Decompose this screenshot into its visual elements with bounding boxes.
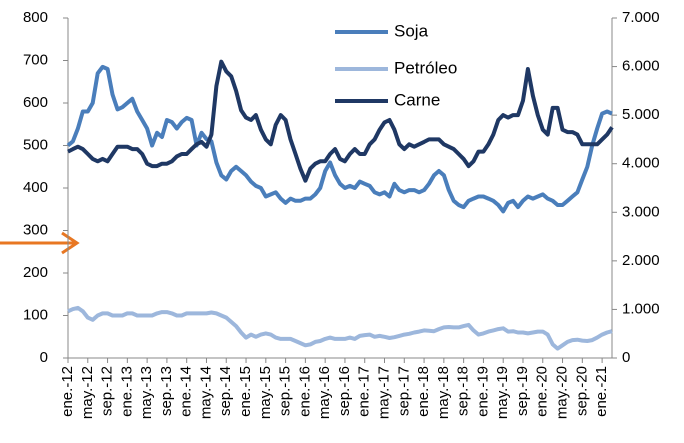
y2-tick-label: 2.000 (622, 252, 660, 269)
x-tick-label: ene.-12 (59, 366, 76, 417)
x-tick-label: sep.-17 (395, 366, 412, 416)
x-tick-label: may.-20 (554, 366, 571, 419)
x-tick-label: ene.-15 (237, 366, 254, 417)
y-tick-label: 800 (23, 9, 48, 26)
x-tick-label: sep.-20 (573, 366, 590, 416)
line-series (66, 64, 613, 214)
y-tick-label: 0 (40, 349, 48, 366)
x-tick-label: ene.-19 (474, 366, 491, 417)
x-tick-label: ene.-20 (534, 366, 551, 417)
x-tick-label: sep.-19 (514, 366, 531, 416)
x-tick-label: ene.-18 (415, 366, 432, 417)
x-tick-label: sep.-18 (455, 366, 472, 416)
x-tick-label: may.-18 (435, 366, 452, 419)
y-tick-label: 600 (23, 94, 48, 111)
x-tick-label: ene.-17 (356, 366, 373, 417)
line-series (67, 305, 613, 351)
y2-tick-label: 5.000 (622, 106, 660, 123)
x-tick-label: may.-14 (197, 366, 214, 419)
x-tick-label: may.-12 (79, 366, 96, 419)
x-tick-label: ene.-21 (593, 366, 610, 417)
y2-tick-label: 3.000 (622, 203, 660, 220)
y2-tick-label: 0 (622, 349, 630, 366)
y-tick-label: 500 (23, 136, 48, 153)
x-tick-label: ene.-13 (118, 366, 135, 417)
y-tick-label: 100 (23, 306, 48, 323)
x-tick-label: may.-19 (494, 366, 511, 419)
x-tick-label: ene.-16 (296, 366, 313, 417)
x-tick-label: may.-13 (138, 366, 155, 419)
y-tick-label: 300 (23, 221, 48, 238)
x-tick-label: may.-17 (375, 366, 392, 419)
line-series (67, 59, 614, 183)
y2-tick-label: 7.000 (622, 9, 660, 26)
y-tick-label: 700 (23, 51, 48, 68)
y2-tick-label: 6.000 (622, 58, 660, 75)
x-tick-label: ene.-14 (178, 366, 195, 417)
x-tick-label: sep.-16 (336, 366, 353, 416)
legend-label: Petróleo (394, 58, 457, 77)
y2-tick-label: 1.000 (622, 300, 660, 317)
x-tick-label: may.-15 (257, 366, 274, 419)
x-tick-label: sep.-15 (277, 366, 294, 416)
legend-label: Soja (394, 21, 429, 40)
x-tick-label: may.-16 (316, 366, 333, 419)
y2-tick-label: 4.000 (622, 155, 660, 172)
legend-label: Carne (394, 90, 440, 109)
x-tick-label: sep.-13 (158, 366, 175, 416)
x-tick-label: sep.-14 (217, 366, 234, 416)
arrow (0, 231, 80, 255)
y-tick-label: 200 (23, 264, 48, 281)
x-tick-label: sep.-12 (99, 366, 116, 416)
y-tick-label: 400 (23, 179, 48, 196)
